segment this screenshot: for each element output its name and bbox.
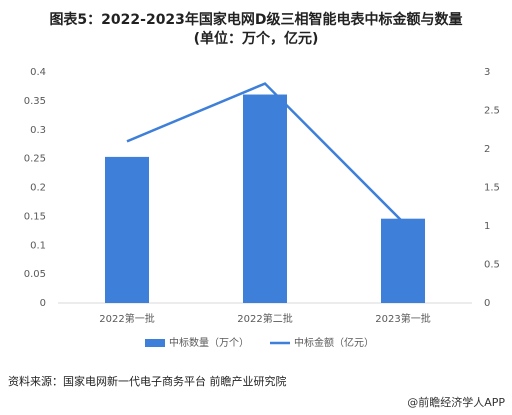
y-tick-label: 0.05 — [24, 269, 46, 280]
bar — [381, 218, 425, 303]
line — [126, 82, 404, 224]
legend-label: 中标数量（万个） — [169, 336, 249, 349]
source: 资料来源：国家电网新一代电子商务平台 前瞻产业研究院 — [8, 374, 287, 388]
legend-label: 中标金额（亿元） — [294, 336, 374, 349]
y-tick-label: 0.1 — [30, 240, 46, 251]
x-tick-label: 2022第二批 — [237, 312, 292, 325]
bar — [243, 94, 287, 304]
y2-tick-label: 0.5 — [484, 260, 500, 271]
chart-subtitle: (单位：万个，亿元) — [194, 30, 319, 47]
y-tick-label: 0.3 — [30, 125, 46, 136]
y-tick-label: 0.2 — [30, 183, 46, 194]
chart-title: 图表5：2022-2023年国家电网D级三相智能电表中标金额与数量 — [49, 11, 462, 28]
x-tick-label: 2022第一批 — [99, 312, 154, 325]
x-tick-label: 2023第一批 — [375, 312, 430, 325]
y2-tick-label: 2 — [484, 144, 490, 155]
y-tick-label: 0.15 — [24, 211, 46, 222]
y-tick-label: 0 — [40, 298, 46, 309]
bar — [105, 156, 149, 303]
y2-tick-label: 0 — [484, 298, 490, 309]
y2-tick-label: 2.5 — [484, 106, 500, 117]
y2-tick-label: 3 — [484, 67, 490, 78]
legend-marker — [145, 339, 165, 347]
watermark: @前瞻经济学人APP — [407, 395, 505, 409]
y2-tick-label: 1 — [484, 221, 490, 232]
y2-tick-label: 1.5 — [484, 183, 500, 194]
y-tick-label: 0.4 — [30, 67, 46, 78]
y-tick-label: 0.25 — [24, 154, 46, 165]
y-tick-label: 0.35 — [24, 96, 46, 107]
